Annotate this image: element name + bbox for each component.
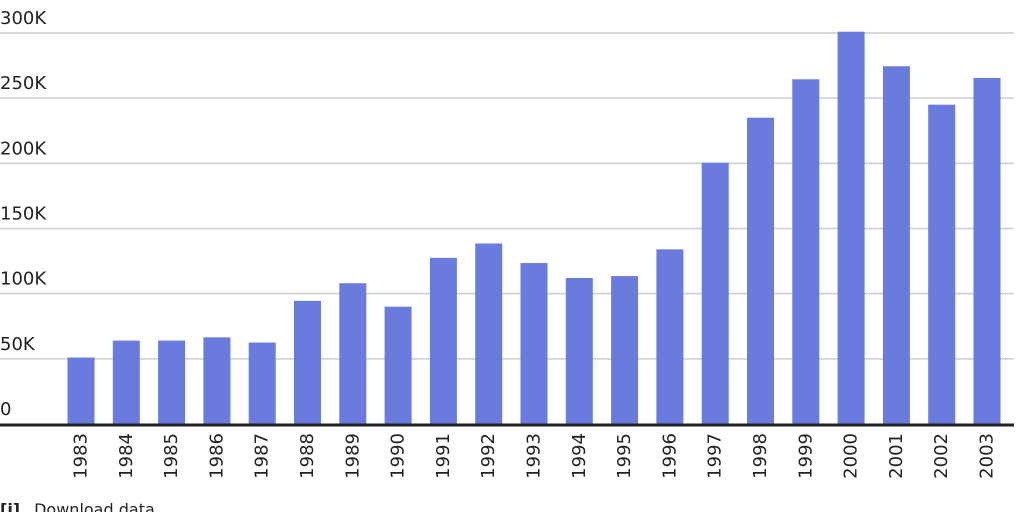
x-tick-label: 1993	[524, 433, 545, 479]
bar-2003	[973, 77, 1001, 424]
bar-1983	[67, 357, 95, 424]
bar-1984	[112, 340, 140, 424]
x-tick-label: 2001	[886, 433, 907, 479]
y-tick-label: 150K	[0, 204, 47, 225]
bar-1990	[384, 306, 412, 424]
x-tick-label: 1995	[614, 433, 635, 479]
x-tick-label: 1990	[388, 433, 409, 479]
download-data-link[interactable]: [i] Download data	[0, 500, 155, 512]
bar-2000	[837, 31, 865, 425]
x-tick-label: 1985	[161, 433, 182, 479]
y-tick-label: 50K	[0, 334, 36, 355]
bar-1997	[701, 162, 729, 424]
x-tick-label: 1988	[297, 433, 318, 479]
x-tick-label: 1991	[433, 433, 454, 479]
x-tick-label: 1984	[116, 433, 137, 479]
bar-2001	[882, 66, 910, 425]
x-tick-label: 2003	[977, 433, 998, 479]
bar-1993	[520, 263, 548, 424]
x-tick-label: 1987	[252, 433, 273, 479]
bar-2002	[928, 104, 956, 424]
bar-1985	[158, 340, 186, 424]
bar-1994	[565, 278, 593, 424]
x-tick-label: 2002	[931, 433, 952, 479]
bar-1992	[475, 243, 503, 424]
x-axis: 1983 1984 1985 1986 1987 1988 1989 1990 1991 1992…	[0, 423, 1014, 479]
bar-1987	[248, 342, 276, 424]
info-icon: [i]	[0, 500, 21, 512]
y-tick-label: 200K	[0, 138, 47, 159]
bar-1991	[429, 257, 457, 424]
bars	[67, 31, 1001, 425]
x-tick-label: 1997	[705, 433, 726, 479]
x-tick-label: 1996	[659, 433, 680, 479]
bar-1986	[203, 337, 231, 424]
y-tick-label: 250K	[0, 73, 47, 94]
x-tick-label: 1994	[569, 433, 590, 479]
x-tick-label: 1983	[71, 433, 92, 479]
bar-1998	[747, 117, 774, 424]
bar-1996	[656, 249, 684, 424]
y-tick-label: 300K	[0, 8, 47, 29]
y-tick-label: 100K	[0, 269, 47, 290]
x-tick-label: 1998	[750, 433, 771, 479]
bar-1999	[792, 79, 820, 424]
bar-1988	[294, 300, 321, 424]
bar-1989	[339, 283, 367, 424]
download-data-label: Download data	[34, 500, 155, 512]
x-tick-label: 1986	[206, 433, 227, 479]
x-tick-label: 1989	[342, 433, 363, 479]
x-tick-label: 1999	[795, 433, 816, 479]
y-axis: 0 50K 100K 150K 200K 250K 300K	[0, 8, 47, 420]
x-tick-label: 2000	[841, 433, 862, 479]
y-tick-label: 0	[0, 399, 11, 420]
x-tick-label: 1992	[478, 433, 499, 479]
bar-1995	[611, 276, 639, 424]
